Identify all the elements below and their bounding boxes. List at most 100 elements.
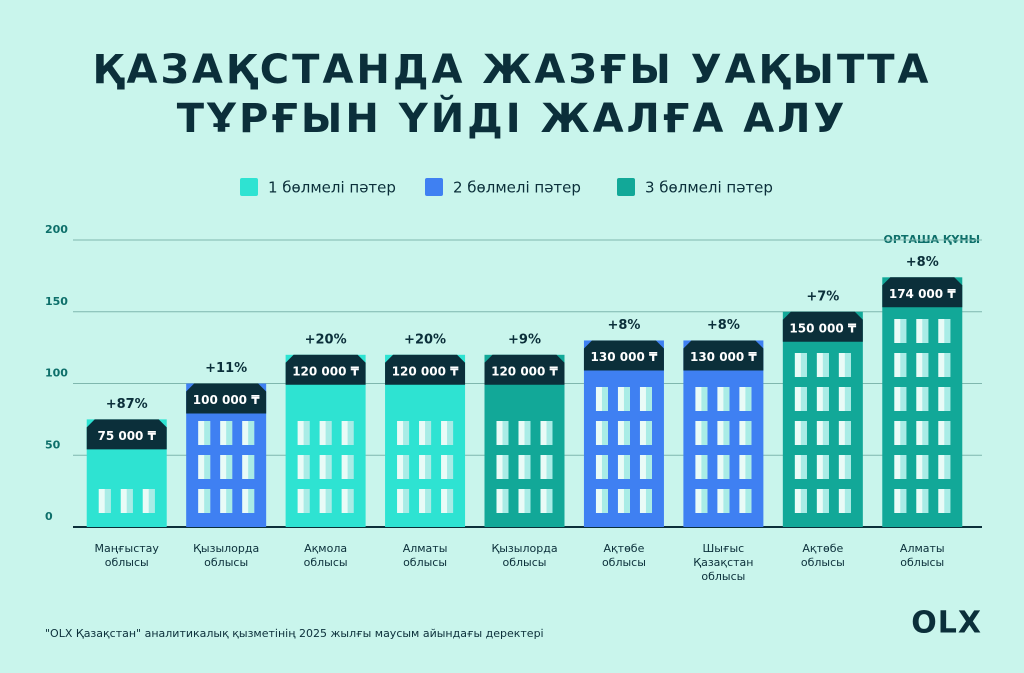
window-shade — [822, 455, 829, 479]
window-shade — [800, 387, 807, 411]
window-shade — [502, 455, 509, 479]
value-label: 100 000 ₸ — [193, 393, 260, 407]
value-label: 120 000 ₸ — [491, 364, 558, 378]
legend-label: 1 бөлмелі пәтер — [268, 179, 396, 197]
window-shade — [623, 387, 630, 411]
annotation: +8% — [906, 255, 939, 270]
x-tick-label: Ақтөбе — [604, 542, 645, 555]
window-shade — [325, 421, 332, 445]
value-label: 150 000 ₸ — [789, 321, 856, 335]
annotation: +7% — [806, 289, 839, 304]
window-shade — [226, 455, 233, 479]
window-shade — [723, 421, 730, 445]
window-shade — [900, 455, 907, 479]
x-tick-label: Қызылорда — [491, 542, 557, 555]
window-shade — [822, 489, 829, 513]
bar-roof — [484, 354, 565, 385]
window-shade — [900, 421, 907, 445]
window-shade — [546, 455, 553, 479]
bar-roof — [285, 354, 366, 385]
value-label: 174 000 ₸ — [889, 287, 956, 301]
x-tick-label: Қазақстан — [693, 556, 753, 569]
bar-roof — [882, 277, 963, 308]
x-tick-label: облысы — [204, 556, 248, 569]
window-shade — [844, 353, 851, 377]
window-shade — [922, 489, 929, 513]
window-shade — [524, 455, 531, 479]
window-shade — [623, 489, 630, 513]
bar-roof — [683, 340, 764, 371]
window-shade — [347, 421, 354, 445]
window-shade — [645, 421, 652, 445]
window-shade — [822, 353, 829, 377]
window-shade — [723, 387, 730, 411]
window-shade — [546, 489, 553, 513]
x-tick-label: облысы — [900, 556, 944, 569]
window-shade — [844, 489, 851, 513]
window-shade — [745, 455, 752, 479]
window-shade — [601, 421, 608, 445]
x-tick-label: облысы — [801, 556, 845, 569]
window-shade — [645, 489, 652, 513]
window-shade — [822, 421, 829, 445]
window-shade — [800, 489, 807, 513]
x-tick-label: облысы — [503, 556, 547, 569]
window-shade — [944, 319, 951, 343]
window-shade — [922, 421, 929, 445]
annotation: +9% — [508, 332, 541, 347]
window-shade — [900, 319, 907, 343]
window-shade — [944, 489, 951, 513]
window-shade — [944, 353, 951, 377]
window-shade — [701, 387, 708, 411]
chart-title: ҚАЗАҚСТАНДА ЖАЗҒЫ УАҚЫТТА — [92, 47, 931, 93]
y-tick-label: 50 — [45, 438, 61, 451]
window-shade — [822, 387, 829, 411]
bar-roof — [583, 340, 664, 371]
window-shade — [347, 489, 354, 513]
window-shade — [204, 421, 211, 445]
annotation: +8% — [607, 318, 640, 333]
annotation: +20% — [305, 332, 347, 347]
window-shade — [745, 421, 752, 445]
window-shade — [844, 455, 851, 479]
window-shade — [745, 489, 752, 513]
window-shade — [623, 421, 630, 445]
x-tick-label: Ақтөбе — [802, 542, 843, 555]
x-tick-label: облысы — [403, 556, 447, 569]
window-shade — [226, 421, 233, 445]
window-shade — [745, 387, 752, 411]
annotation: +87% — [106, 397, 148, 412]
window-shade — [900, 387, 907, 411]
bar-roof — [782, 311, 863, 342]
window-shade — [403, 455, 410, 479]
value-label: 130 000 ₸ — [690, 350, 757, 364]
window-shade — [447, 455, 454, 479]
window-shade — [944, 455, 951, 479]
annotation: +20% — [404, 332, 446, 347]
legend-swatch — [425, 178, 443, 196]
window-shade — [922, 455, 929, 479]
window-shade — [204, 489, 211, 513]
window-shade — [425, 455, 432, 479]
window-shade — [601, 387, 608, 411]
annotation: +11% — [205, 361, 247, 376]
window-shade — [701, 489, 708, 513]
window-shade — [922, 387, 929, 411]
window-shade — [723, 455, 730, 479]
window-shade — [248, 455, 255, 479]
y-tick-label: 200 — [45, 223, 68, 236]
window-shade — [723, 489, 730, 513]
bar-roof — [385, 354, 466, 385]
value-label: 120 000 ₸ — [292, 364, 359, 378]
value-label: 75 000 ₸ — [97, 429, 156, 443]
window-shade — [204, 455, 211, 479]
window-shade — [524, 421, 531, 445]
x-tick-label: облысы — [701, 570, 745, 583]
window-shade — [546, 421, 553, 445]
window-shade — [104, 489, 111, 513]
x-tick-label: Ақмола — [304, 542, 347, 555]
window-shade — [701, 421, 708, 445]
window-shade — [303, 421, 310, 445]
window-shade — [944, 421, 951, 445]
